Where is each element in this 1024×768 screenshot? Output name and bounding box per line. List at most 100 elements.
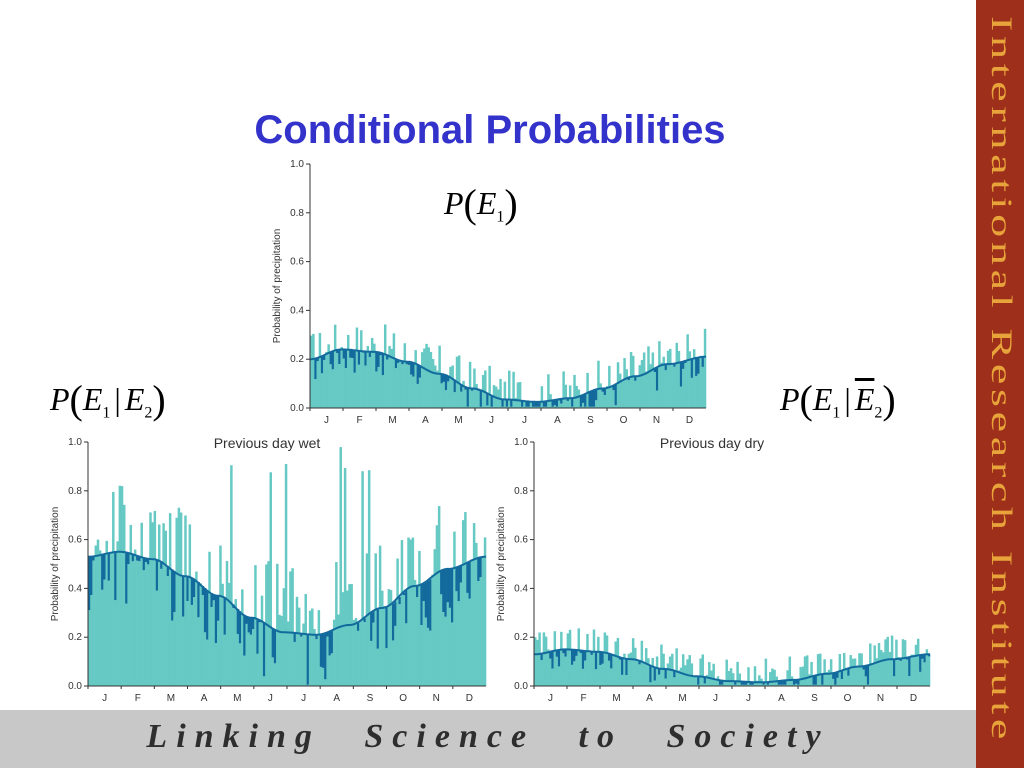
bar	[921, 658, 924, 686]
bar	[182, 616, 185, 686]
fit-gap	[418, 365, 422, 378]
bar	[540, 660, 544, 686]
bar	[851, 658, 855, 686]
bar	[625, 675, 628, 686]
fit-gap	[847, 668, 850, 676]
bar	[847, 675, 850, 686]
bar	[553, 405, 557, 408]
fit-gap	[542, 401, 546, 407]
bar	[749, 684, 752, 686]
fit-gap	[252, 617, 255, 630]
fit-gap	[256, 618, 259, 654]
bar	[684, 363, 687, 408]
x-tick-label: M	[233, 693, 241, 704]
bar	[810, 661, 813, 686]
bar	[568, 385, 572, 408]
bar	[109, 552, 113, 686]
bar	[614, 641, 617, 686]
bar	[755, 680, 759, 686]
bar	[426, 627, 430, 686]
fit-gap	[584, 394, 587, 407]
bar	[438, 345, 441, 408]
bar	[88, 610, 91, 686]
bar	[343, 468, 347, 686]
bar	[149, 512, 152, 686]
fit-gap	[328, 631, 332, 656]
bar	[269, 472, 272, 686]
fit-gap	[331, 351, 335, 370]
fit-gap	[595, 389, 598, 401]
x-tick-label: O	[399, 693, 407, 704]
fit-gap	[416, 585, 419, 598]
bar	[664, 678, 668, 686]
bar	[446, 602, 450, 686]
fit-gap	[479, 389, 483, 407]
bar	[836, 677, 839, 686]
x-tick-label: J	[746, 693, 751, 704]
bar	[773, 669, 776, 686]
bar	[736, 661, 739, 686]
bar	[278, 614, 281, 686]
fit-gap	[147, 558, 150, 565]
bar	[440, 594, 443, 686]
bar	[329, 364, 333, 408]
fit-gap	[368, 351, 372, 357]
fit-gap	[534, 401, 537, 407]
fit-gap	[323, 355, 326, 360]
bar	[373, 343, 376, 408]
bar	[195, 571, 198, 686]
fit-gap	[590, 391, 594, 407]
bar	[579, 653, 583, 686]
bar	[314, 379, 317, 408]
fit-gap	[136, 555, 139, 561]
bar	[389, 590, 393, 686]
bar	[254, 565, 257, 686]
institute-name: International Research Institute	[985, 16, 1018, 744]
fit-gap	[682, 361, 685, 369]
bar	[499, 378, 502, 408]
bar	[788, 656, 792, 686]
bar	[825, 672, 829, 686]
fit-gap	[590, 651, 594, 655]
fit-gap	[899, 658, 903, 661]
x-tick-label: F	[135, 693, 141, 704]
fit-gap	[166, 565, 170, 577]
fit-gap	[342, 349, 346, 359]
fit-gap	[697, 357, 700, 374]
bar	[405, 364, 409, 408]
chart-unconditional: 0.0 0.2 0.4 0.6 0.8 1.0 J F M A M J J A S O N D Probabilit…	[272, 159, 707, 426]
bar	[429, 351, 433, 408]
bar	[311, 608, 314, 686]
bar	[164, 530, 168, 686]
bar	[819, 653, 822, 686]
bar	[388, 346, 391, 408]
fit-gap	[324, 633, 327, 680]
bar	[387, 589, 391, 686]
bar	[125, 603, 128, 686]
bar	[742, 684, 746, 686]
y-tick-label: 0.4	[514, 583, 528, 594]
bar	[162, 523, 165, 686]
bar	[338, 364, 341, 408]
bar	[634, 380, 637, 408]
bar	[623, 653, 626, 686]
bar	[590, 654, 594, 686]
fit-gap	[862, 666, 866, 670]
bar	[616, 362, 620, 408]
paren-open: (	[463, 181, 477, 226]
bar	[607, 660, 611, 686]
fit-gap	[125, 552, 128, 604]
fit-gap	[160, 561, 163, 569]
bar	[394, 625, 397, 686]
fit-gap	[551, 400, 554, 407]
bar	[470, 559, 474, 686]
bar	[629, 652, 633, 686]
bar	[144, 562, 148, 686]
bar	[697, 684, 700, 686]
bar	[151, 522, 154, 686]
fit-gap	[612, 385, 615, 391]
bar	[518, 382, 522, 408]
bar	[416, 383, 420, 408]
bar	[525, 406, 528, 408]
y-tick-label: 0.0	[514, 681, 528, 692]
